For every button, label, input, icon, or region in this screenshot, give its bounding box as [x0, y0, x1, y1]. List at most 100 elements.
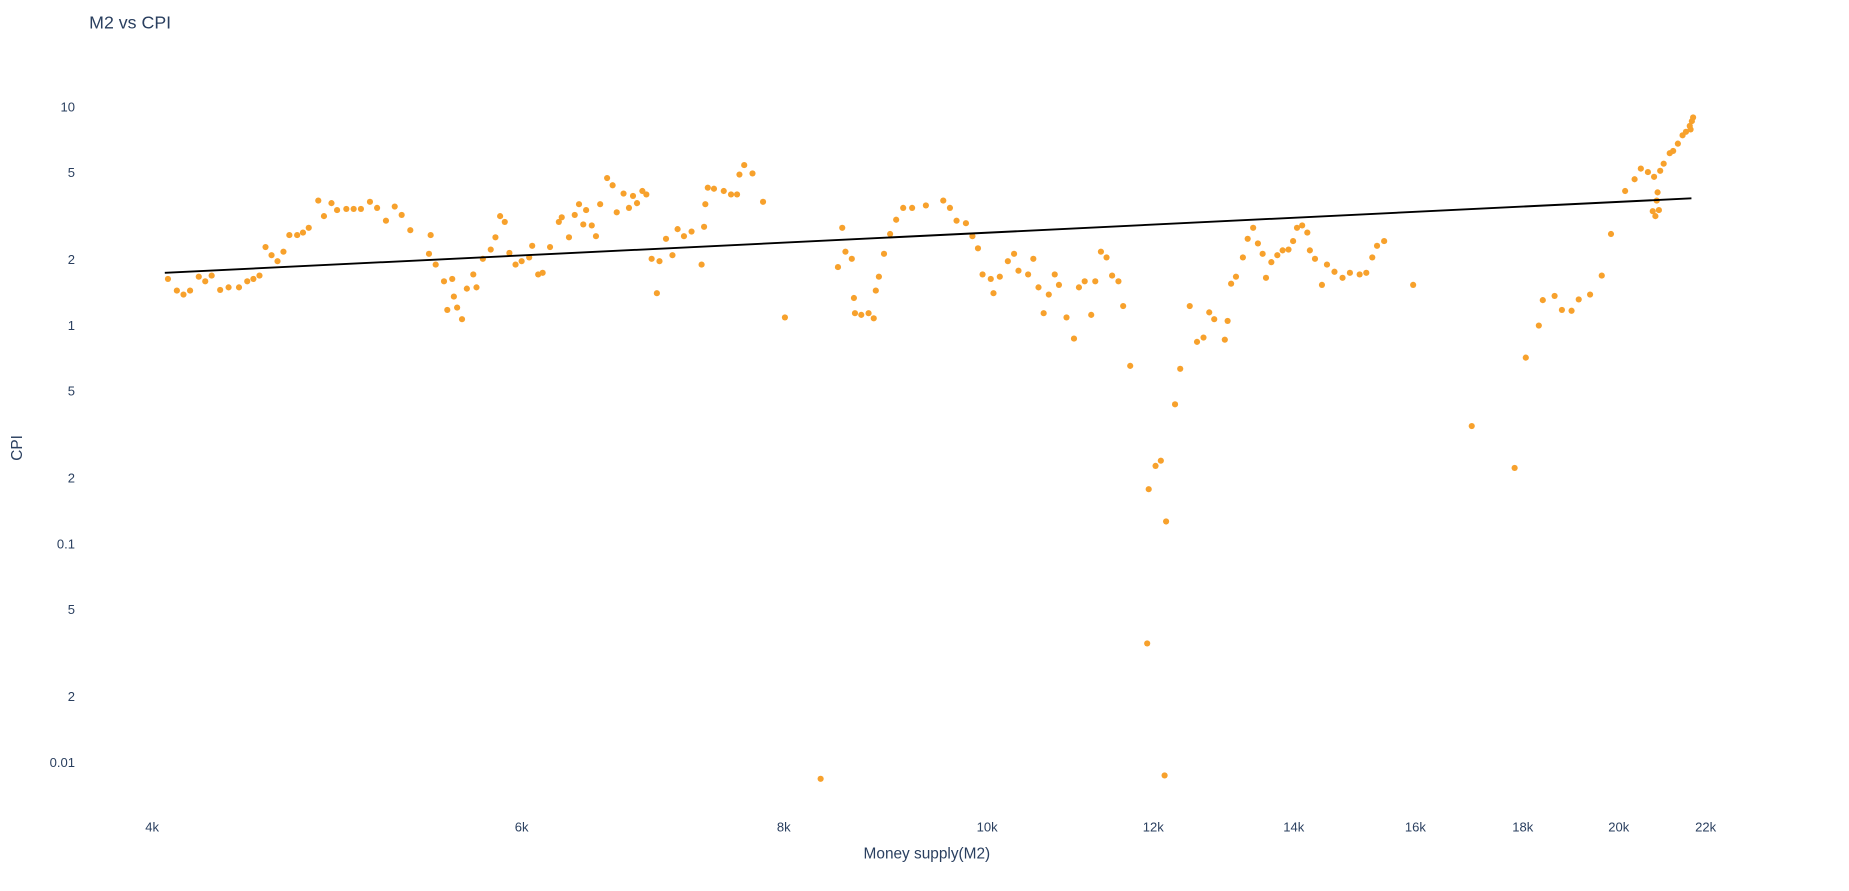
data-point: [217, 286, 224, 293]
y-tick-label: 2: [68, 689, 75, 704]
data-point: [592, 233, 600, 240]
data-point: [454, 304, 461, 311]
data-point: [1356, 271, 1363, 278]
data-point: [518, 258, 525, 265]
data-point: [1115, 278, 1122, 285]
data-point: [1674, 140, 1681, 147]
data-point: [698, 261, 705, 268]
data-point: [1687, 126, 1694, 133]
x-tick-label: 4k: [145, 820, 159, 835]
data-point: [1410, 281, 1417, 288]
data-point: [487, 246, 494, 253]
data-point: [1650, 173, 1658, 180]
data-point: [1568, 307, 1575, 314]
data-point: [1468, 422, 1475, 430]
data-point: [702, 201, 709, 208]
data-point: [1051, 271, 1058, 278]
data-point: [427, 232, 434, 239]
data-point: [1035, 284, 1042, 291]
data-point: [1097, 248, 1105, 255]
data-point: [817, 775, 824, 782]
data-point: [1206, 309, 1213, 316]
data-point: [328, 200, 335, 207]
data-point: [1193, 338, 1201, 345]
data-point: [656, 258, 663, 265]
data-point: [625, 204, 633, 211]
data-point: [1318, 281, 1326, 288]
data-point: [1363, 269, 1370, 276]
data-point: [953, 217, 960, 224]
data-point: [280, 248, 287, 255]
data-point: [1373, 242, 1381, 249]
data-point: [759, 198, 767, 205]
data-point: [680, 233, 688, 240]
x-tick-label: 16k: [1405, 820, 1426, 835]
data-point: [1511, 464, 1518, 472]
data-point: [1631, 176, 1638, 183]
data-point: [333, 207, 341, 214]
data-point: [1092, 278, 1099, 285]
data-point: [1120, 302, 1127, 310]
data-point: [1228, 280, 1235, 287]
data-point: [470, 271, 477, 278]
data-point: [704, 184, 711, 191]
data-point: [643, 191, 650, 198]
y-tick-label: 5: [68, 384, 75, 399]
data-point: [880, 250, 888, 257]
y-axis-title: CPI: [9, 435, 26, 461]
data-point: [186, 287, 194, 294]
data-point: [1670, 147, 1677, 155]
data-point: [1274, 252, 1281, 259]
data-point: [1690, 114, 1697, 121]
data-point: [1306, 247, 1313, 254]
x-tick-label: 20k: [1608, 820, 1629, 835]
data-point: [1144, 640, 1151, 647]
data-point: [1186, 302, 1193, 310]
data-point: [688, 228, 695, 235]
data-point: [1268, 259, 1275, 266]
data-point: [202, 278, 209, 285]
data-point: [1070, 335, 1078, 342]
data-point: [653, 290, 660, 297]
data-point: [398, 211, 405, 219]
y-tick-label: 1: [68, 318, 75, 333]
data-point: [1200, 334, 1207, 341]
data-point: [1127, 362, 1134, 369]
data-point: [1103, 254, 1110, 261]
data-point: [286, 232, 293, 239]
data-point: [343, 205, 350, 213]
data-point: [235, 284, 243, 291]
data-point: [1539, 297, 1546, 304]
data-point: [1622, 187, 1629, 195]
data-point: [848, 255, 855, 262]
data-point: [613, 209, 620, 216]
x-tick-label: 14k: [1283, 820, 1304, 835]
data-point: [463, 285, 470, 292]
data-point: [173, 287, 180, 294]
data-point: [1652, 213, 1659, 220]
data-point: [1285, 246, 1292, 253]
data-point: [987, 275, 994, 283]
x-tick-label: 8k: [777, 820, 791, 835]
x-tick-label: 12k: [1143, 820, 1164, 835]
data-point: [736, 171, 743, 178]
data-point: [565, 234, 573, 241]
data-point: [588, 222, 595, 229]
data-point: [1254, 240, 1261, 247]
data-point: [449, 275, 456, 283]
data-point: [1682, 128, 1690, 135]
x-tick-label: 10k: [977, 820, 998, 835]
data-point: [208, 272, 215, 279]
data-point: [305, 224, 312, 231]
data-point: [669, 252, 676, 259]
data-point: [580, 221, 587, 228]
data-point: [633, 200, 641, 207]
data-point: [1259, 250, 1266, 257]
data-point: [1171, 401, 1179, 408]
data-point: [1163, 518, 1170, 525]
data-point: [727, 191, 735, 198]
data-point: [1293, 224, 1301, 231]
data-point: [597, 201, 604, 208]
data-point: [1331, 268, 1338, 275]
